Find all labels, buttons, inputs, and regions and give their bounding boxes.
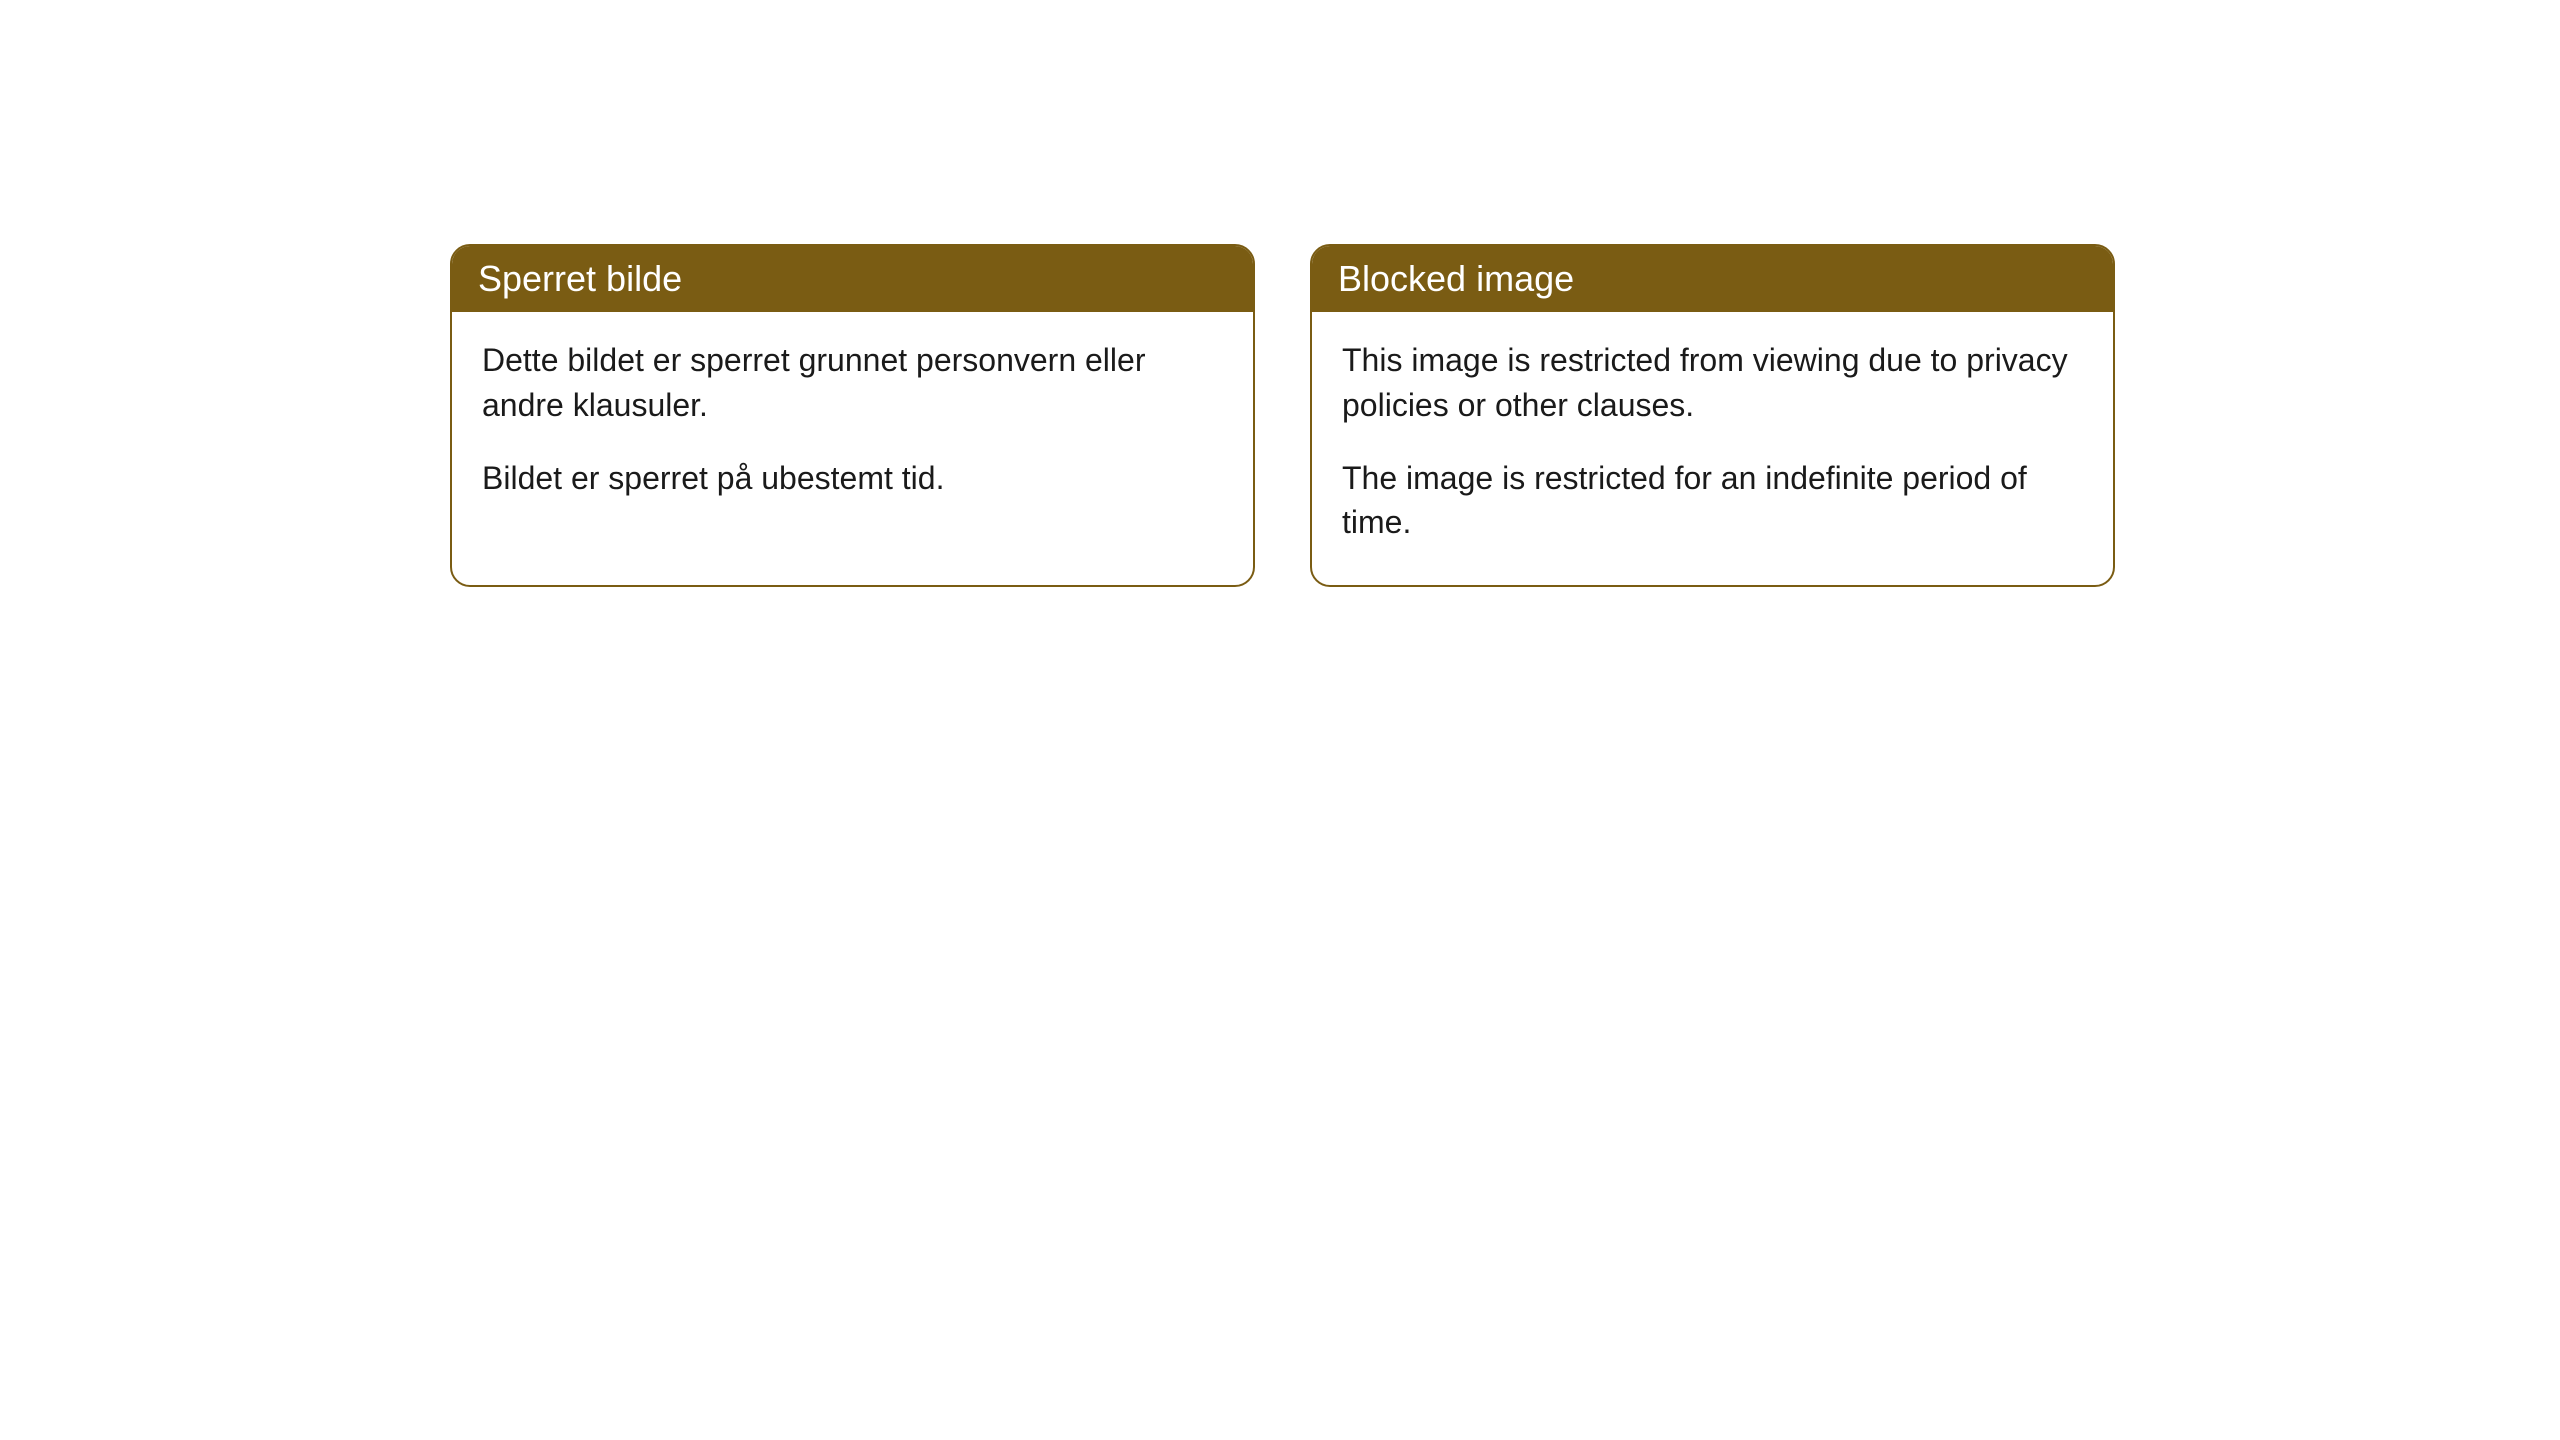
card-paragraph: Bildet er sperret på ubestemt tid. (482, 456, 1223, 501)
card-paragraph: This image is restricted from viewing du… (1342, 338, 2083, 428)
card-title: Sperret bilde (478, 258, 682, 299)
card-title: Blocked image (1338, 258, 1574, 299)
card-paragraph: Dette bildet er sperret grunnet personve… (482, 338, 1223, 428)
card-body-norwegian: Dette bildet er sperret grunnet personve… (452, 312, 1253, 540)
card-header-norwegian: Sperret bilde (452, 246, 1253, 312)
notice-card-english: Blocked image This image is restricted f… (1310, 244, 2115, 587)
card-paragraph: The image is restricted for an indefinit… (1342, 456, 2083, 546)
notice-container: Sperret bilde Dette bildet er sperret gr… (450, 244, 2115, 587)
notice-card-norwegian: Sperret bilde Dette bildet er sperret gr… (450, 244, 1255, 587)
card-header-english: Blocked image (1312, 246, 2113, 312)
card-body-english: This image is restricted from viewing du… (1312, 312, 2113, 585)
